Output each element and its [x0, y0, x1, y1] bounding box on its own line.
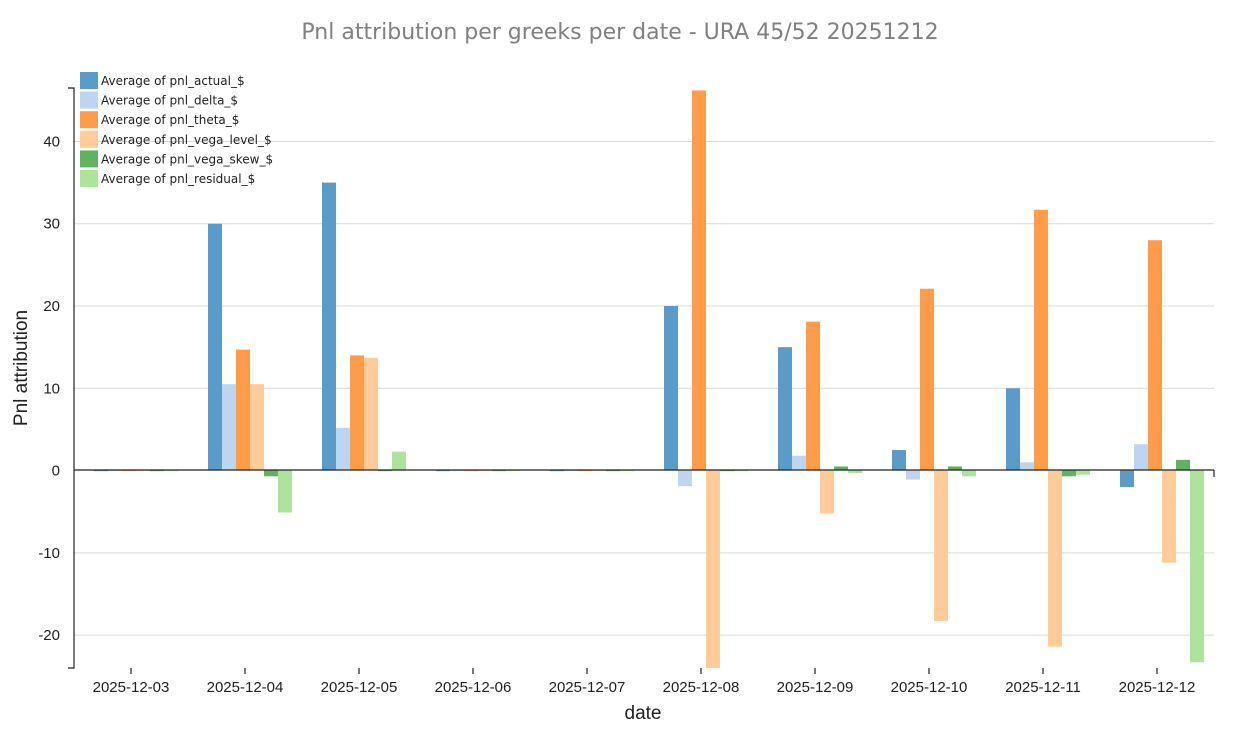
y-tick-label: -20 — [38, 627, 60, 644]
legend-label: Average of pnl_actual_$ — [101, 74, 245, 88]
bar-2025-12-10-0 — [892, 449, 906, 471]
y-tick-label: 10 — [43, 380, 60, 397]
bar-2025-12-04-4 — [264, 470, 278, 477]
bar-2025-12-05-1 — [336, 427, 350, 471]
y-tick-label: 40 — [43, 133, 60, 150]
bar-2025-12-10-2 — [920, 288, 934, 471]
bars — [94, 90, 1204, 668]
bar-2025-12-09-2 — [806, 321, 820, 471]
bar-2025-12-11-3 — [1048, 470, 1062, 647]
y-tick-label: 20 — [43, 298, 60, 315]
x-axis-label: date — [625, 703, 662, 724]
y-axis-label: Pnl attribution — [11, 310, 32, 426]
legend-swatch — [80, 170, 98, 187]
x-tick-label: 2025-12-09 — [777, 679, 854, 696]
x-tick-label: 2025-12-04 — [207, 679, 284, 696]
bar-2025-12-10-4 — [948, 466, 962, 471]
legend-label: Average of pnl_vega_skew_$ — [101, 152, 273, 166]
legend-label: Average of pnl_residual_$ — [101, 172, 255, 186]
legend-item: Average of pnl_residual_$ — [80, 170, 255, 187]
legend-swatch — [80, 72, 98, 89]
legend-swatch — [80, 91, 98, 109]
bar-2025-12-10-1 — [906, 470, 920, 480]
bar-2025-12-05-0 — [322, 182, 336, 471]
legend-item: Average of pnl_vega_skew_$ — [80, 150, 273, 168]
bar-2025-12-09-3 — [820, 470, 834, 514]
legend-item: Average of pnl_delta_$ — [80, 91, 238, 109]
legend-swatch — [80, 111, 98, 129]
bar-2025-12-09-1 — [792, 455, 806, 471]
bar-2025-12-10-3 — [934, 470, 948, 622]
bar-2025-12-11-5 — [1076, 470, 1090, 475]
bar-2025-12-12-3 — [1162, 470, 1176, 563]
bar-2025-12-09-5 — [848, 470, 862, 474]
bar-2025-12-10-5 — [962, 470, 976, 477]
legend-item: Average of pnl_actual_$ — [80, 72, 245, 89]
legend-item: Average of pnl_vega_level_$ — [80, 130, 272, 148]
axes — [68, 87, 1215, 674]
y-tick-label: -10 — [38, 545, 60, 562]
bar-2025-12-04-1 — [222, 384, 236, 471]
bar-2025-12-04-2 — [236, 349, 250, 471]
legend-label: Average of pnl_delta_$ — [101, 94, 238, 108]
legend: Average of pnl_actual_$ Average of pnl_de… — [80, 72, 273, 187]
bar-2025-12-05-5 — [392, 451, 406, 471]
y-tick-label: 0 — [52, 463, 60, 480]
x-tick-label: 2025-12-12 — [1119, 679, 1196, 696]
bar-2025-12-11-4 — [1062, 470, 1076, 477]
x-tick-labels: 2025-12-03 2025-12-04 2025-12-05 2025-12-06… — [93, 679, 1196, 696]
x-tick-label: 2025-12-03 — [93, 679, 170, 696]
bar-2025-12-04-3 — [250, 384, 264, 471]
legend-item: Average of pnl_theta_$ — [80, 111, 239, 129]
x-tick-label: 2025-12-11 — [1005, 679, 1081, 696]
bar-2025-12-11-0 — [1006, 388, 1020, 471]
legend-label: Average of pnl_theta_$ — [101, 113, 239, 127]
bar-2025-12-09-4 — [834, 466, 848, 471]
legend-swatch — [80, 130, 98, 148]
bar-2025-12-04-0 — [208, 223, 222, 471]
bar-2025-12-12-0 — [1120, 470, 1134, 487]
bar-2025-12-08-3 — [706, 470, 720, 668]
bar-2025-12-11-2 — [1034, 209, 1048, 471]
x-tick-label: 2025-12-10 — [891, 679, 968, 696]
chart-title: Pnl attribution per greeks per date - UR… — [301, 20, 938, 45]
bar-2025-12-08-0 — [664, 306, 678, 471]
bar-2025-12-08-2 — [692, 90, 706, 471]
bar-2025-12-12-2 — [1148, 240, 1162, 471]
bar-2025-12-12-4 — [1176, 459, 1190, 471]
legend-label: Average of pnl_vega_level_$ — [101, 133, 272, 147]
x-tick-label: 2025-12-08 — [663, 679, 740, 696]
bar-2025-12-05-2 — [350, 355, 364, 471]
x-tick-label: 2025-12-05 — [321, 679, 398, 696]
bar-2025-12-05-3 — [364, 357, 378, 471]
x-tick-label: 2025-12-06 — [435, 679, 512, 696]
bar-2025-12-09-0 — [778, 347, 792, 471]
y-tick-label: 30 — [43, 216, 60, 233]
x-tick-label: 2025-12-07 — [549, 679, 626, 696]
bar-2025-12-12-1 — [1134, 444, 1148, 471]
y-axis-line — [68, 87, 75, 669]
bar-2025-12-08-1 — [678, 470, 692, 487]
bar-2025-12-04-5 — [278, 470, 292, 513]
legend-swatch — [80, 150, 98, 168]
bar-2025-12-12-5 — [1190, 470, 1204, 663]
y-tick-labels: -20 -10 0 10 20 30 40 — [38, 133, 60, 644]
bar-2025-12-11-1 — [1020, 462, 1034, 471]
